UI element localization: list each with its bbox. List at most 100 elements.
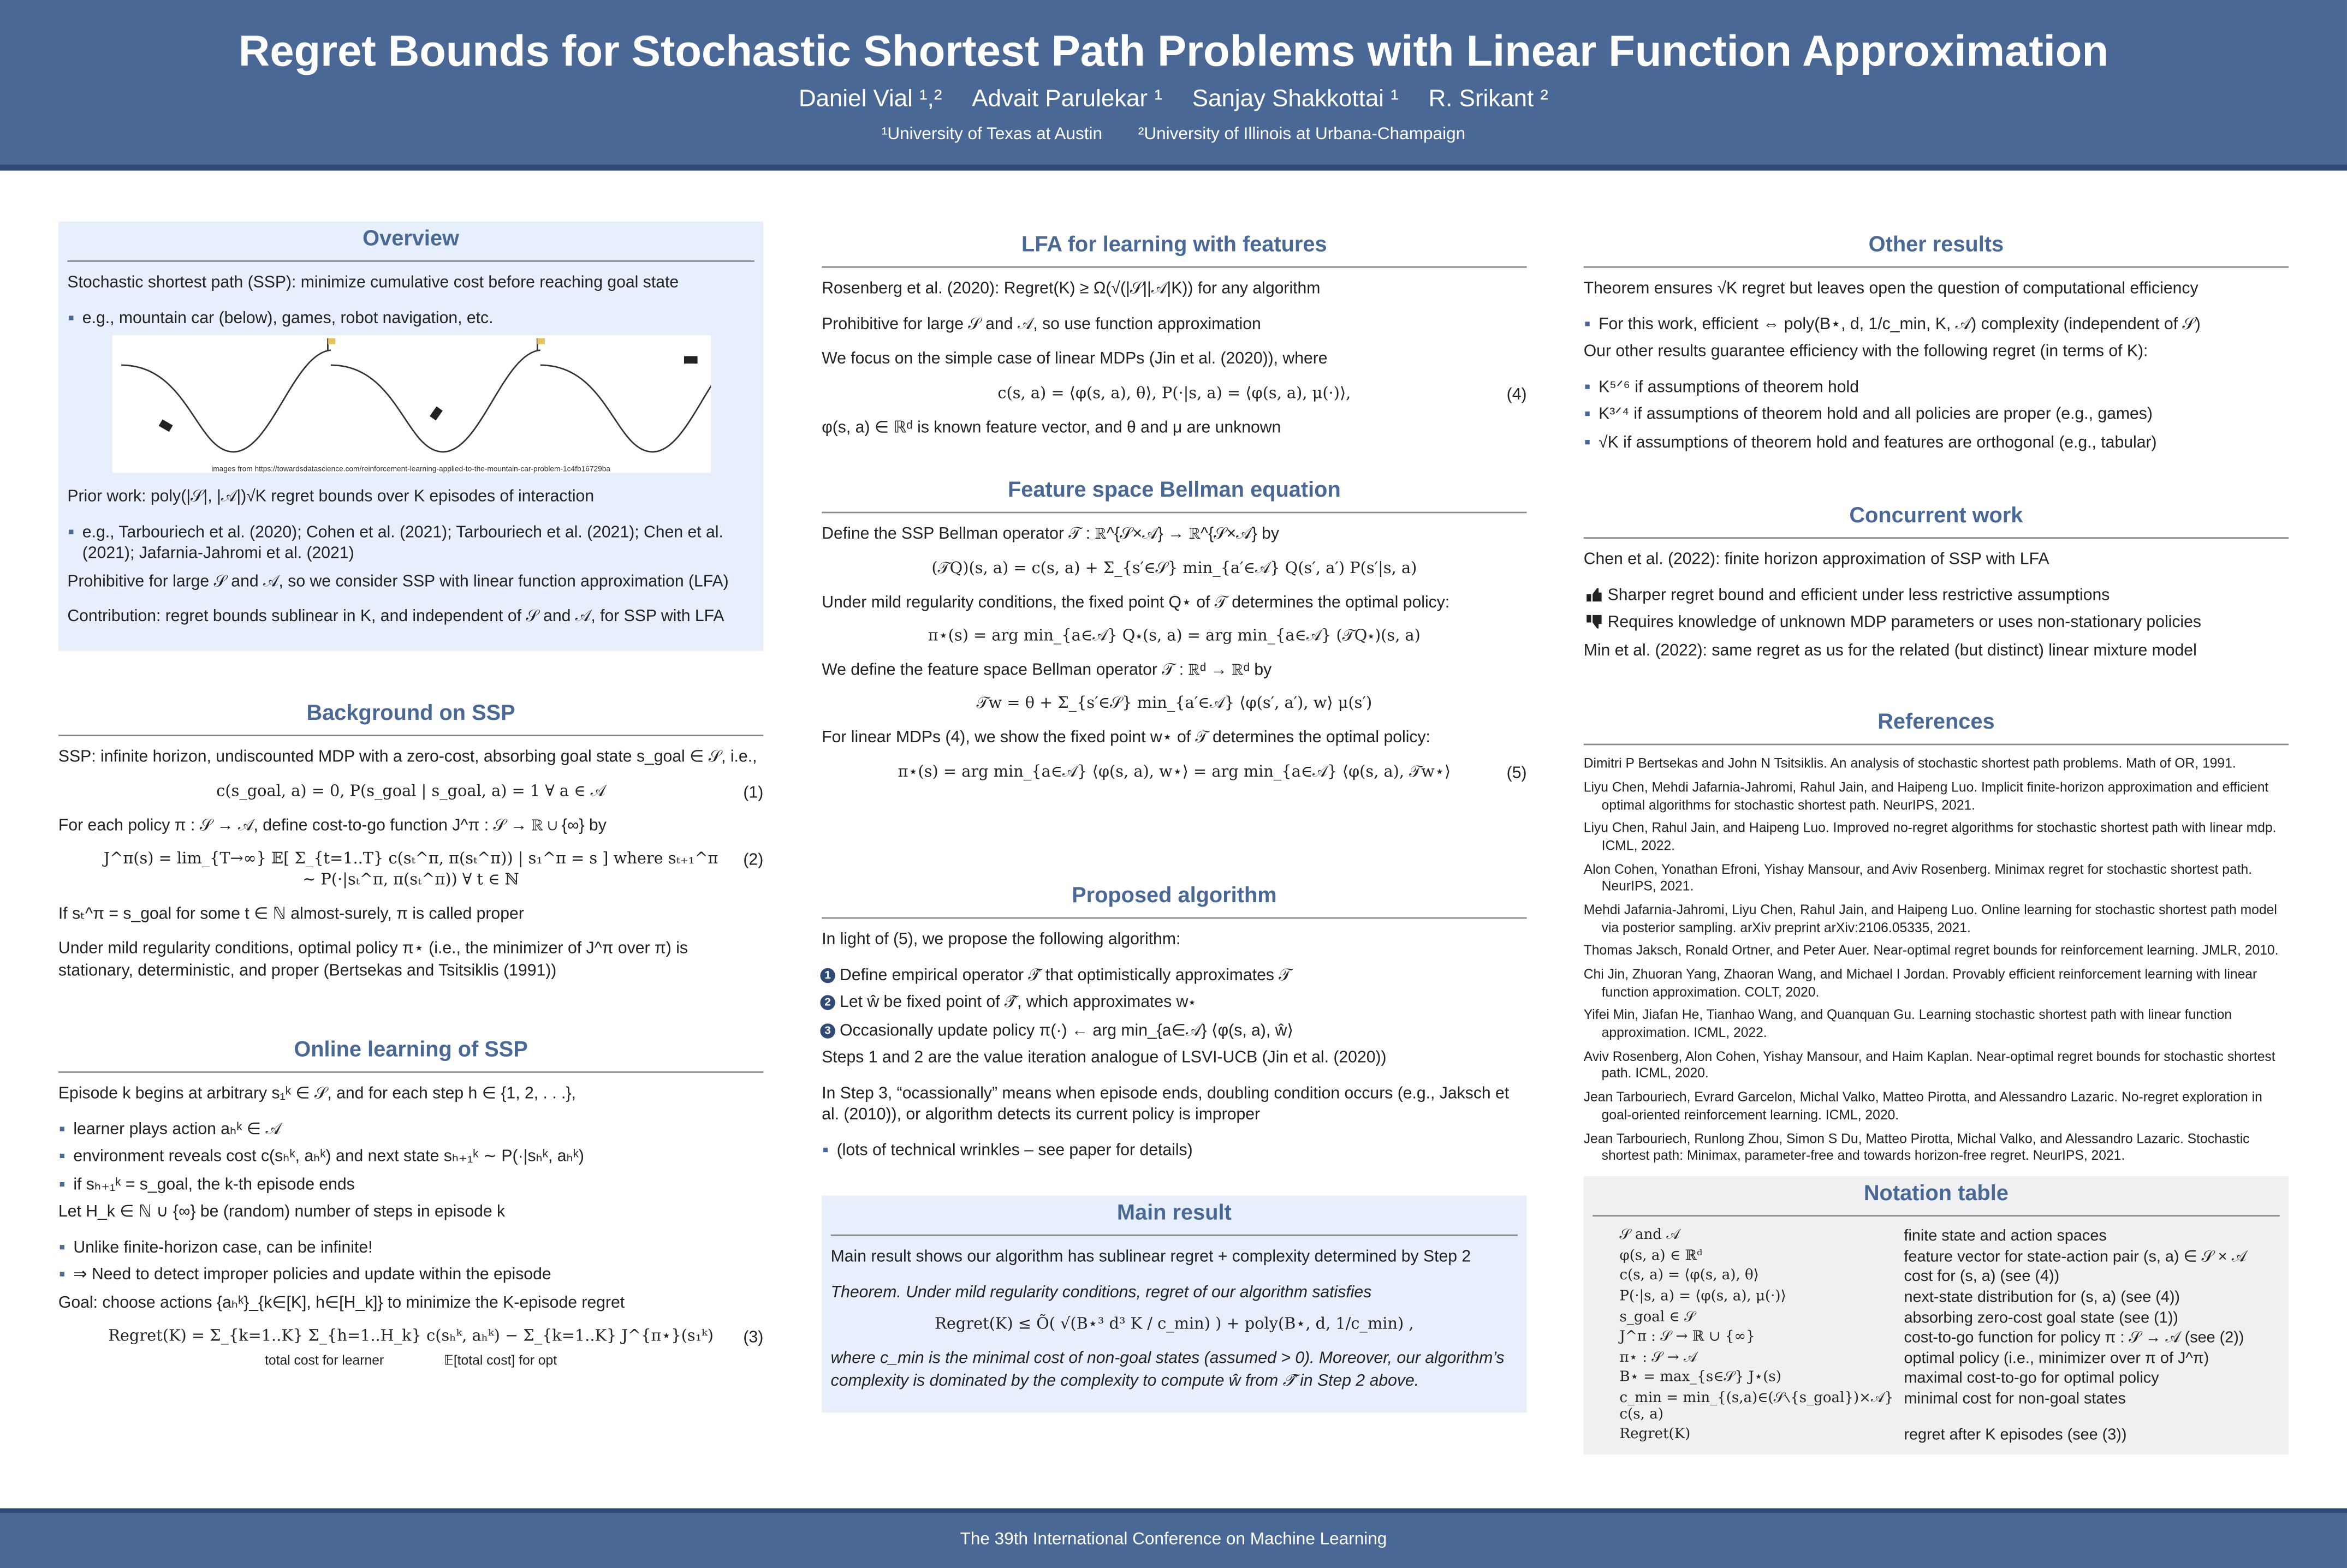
reference: Aviv Rosenberg, Alon Cohen, Yishay Manso… [1583, 1048, 2275, 1081]
bullet: e.g., Tarbouriech et al. (2020); Cohen e… [69, 522, 754, 565]
notation-cell: π⋆ : 𝒮 → 𝒜 [1619, 1349, 1697, 1366]
reference: Jean Tarbouriech, Runlong Zhou, Simon S … [1583, 1130, 2250, 1163]
paragraph: If sₜ^π = s_goal for some t ∈ ℕ almost-s… [58, 905, 524, 923]
reference: Chi Jin, Zhuoran Yang, Zhaoran Wang, and… [1583, 967, 2257, 999]
paragraph: In light of (5), we propose the followin… [822, 931, 1181, 949]
equation-number: (3) [743, 1329, 764, 1348]
reference: Thomas Jaksch, Ronald Ortner, and Peter … [1583, 943, 2279, 958]
equation-number: (4) [1506, 385, 1527, 404]
notation-cell: minimal cost for non-goal states [1904, 1390, 2126, 1408]
equation-number: (1) [743, 783, 764, 802]
reference: Jean Tarbouriech, Evrard Garcelon, Micha… [1583, 1089, 2262, 1122]
paragraph: Contribution: regret bounds sublinear in… [67, 608, 724, 626]
paragraph: Stochastic shortest path (SSP): minimize… [67, 274, 679, 292]
paragraph: Our other results guarantee efficiency w… [1583, 343, 2148, 361]
paragraph: SSP: infinite horizon, undiscounted MDP … [58, 748, 757, 767]
theorem-text: where c_min is the minimal cost of non-g… [830, 1350, 1505, 1390]
notation-row: P(·|s, a) = ⟨φ(s, a), μ(·)⟩ next-state di… [1593, 1288, 2279, 1307]
step-text: Define empirical operator 𝒯̂ that optimi… [840, 966, 1292, 985]
paragraph: Prohibitive for large 𝒮 and 𝒜, so we con… [67, 573, 729, 591]
paragraph: Theorem ensures √K regret but leaves ope… [1583, 280, 2199, 298]
bullet: Unlike finite-horizon case, can be infin… [60, 1237, 763, 1259]
author: R. Srikant ² [1428, 87, 1548, 112]
notation-cell: cost-to-go function for policy π : 𝒮 → 𝒜… [1904, 1328, 2244, 1347]
notation-cell: c(s, a) = ⟨φ(s, a), θ⟩ [1619, 1268, 1759, 1285]
notation-row: 𝒮 and 𝒜 finite state and action spaces [1593, 1227, 2279, 1247]
footer: The 39th International Conference on Mac… [0, 1508, 2347, 1568]
paragraph: Under mild regularity conditions, the fi… [822, 593, 1450, 611]
section: Feature space Bellman equation Define the… [822, 473, 1527, 801]
author: Daniel Vial ¹,² [798, 87, 942, 112]
section: Concurrent work Chen et al. (2022): finit… [1583, 498, 2289, 681]
paragraph: Prior work: poly(|𝒮|, |𝒜|)√K regret boun… [67, 488, 595, 506]
bullet: e.g., mountain car (below), games, robot… [69, 308, 754, 330]
section-title: Feature space Bellman equation [822, 473, 1527, 514]
reference: Liyu Chen, Rahul Jain, and Haipeng Luo. … [1583, 820, 2277, 853]
notation-row: s_goal ∈ 𝒮 absorbing zero-cost goal state… [1593, 1309, 2279, 1328]
notation-cell: absorbing zero-cost goal state (see (1)) [1904, 1308, 2178, 1327]
equation: π⋆(s) = arg min_{a∈𝒜} ⟨φ(s, a), w⋆⟩ = ar… [822, 762, 1527, 784]
equation: c(s_goal, a) = 0, P(s_goal | s_goal, a) … [58, 782, 763, 803]
affiliation: ²University of Illinois at Urbana-Champa… [1138, 126, 1466, 144]
equation: J^π(s) = lim_{T→∞} 𝔼[ Σ_{t=1..T} c(sₜ^π,… [58, 850, 764, 891]
title: Regret Bounds for Stochastic Shortest Pa… [238, 28, 2109, 76]
step-text: Let ŵ be fixed point of 𝒯̂, which approx… [840, 993, 1196, 1012]
authors: Daniel Vial ¹,² Advait Parulekar ¹ Sanjay … [0, 84, 2347, 116]
equation: (𝒯Q)(s, a) = c(s, a) + Σ_{s′∈𝒮} min_{a′∈… [822, 559, 1526, 580]
reference: Yifei Min, Jiafan He, Tianhao Wang, and … [1583, 1007, 2232, 1040]
theorem-text: Theorem. Under mild regularity condition… [830, 1283, 1372, 1302]
section: References Dimitri P Bertsekas and John N… [1583, 705, 2289, 1177]
paragraph: We define the feature space Bellman oper… [822, 661, 1272, 679]
paragraph: Prohibitive for large 𝒮 and 𝒜, so use fu… [822, 315, 1261, 333]
equation-notes: total cost for learner 𝔼[total cost] for … [103, 1353, 718, 1371]
equation-text: c(s_goal, a) = 0, P(s_goal | s_goal, a) … [216, 782, 605, 800]
section-title: Concurrent work [1583, 498, 2289, 539]
notation-cell: J^π : 𝒮 → ℝ ∪ {∞} [1619, 1328, 1755, 1346]
step-marker: 1 [820, 967, 835, 983]
section-title: Overview [67, 222, 754, 263]
paragraph: For each policy π : 𝒮 → 𝒜, define cost-t… [58, 816, 607, 834]
equation: c(s, a) = ⟨φ(s, a), θ⟩, P(·|s, a) = ⟨φ(s… [822, 384, 1526, 405]
figure-caption: images from https://towardsdatascience.c… [211, 464, 610, 474]
bullet: Requires knowledge of unknown MDP parame… [1587, 612, 2289, 634]
notation-row: Regret(K) regret after K episodes (see (3… [1593, 1426, 2279, 1445]
paragraph: Episode k begins at arbitrary s₁ᵏ ∈ 𝒮, a… [58, 1085, 576, 1103]
bullet: For this work, efficient ⇔ poly(B⋆, d, 1… [1585, 314, 2289, 336]
notation-cell: cost for (s, a) (see (4)) [1904, 1268, 2060, 1286]
notation-row: π⋆ : 𝒮 → 𝒜 optimal policy (i.e., minimize… [1593, 1349, 2279, 1368]
notation-cell: 𝒮 and 𝒜 [1619, 1227, 1680, 1244]
notation-row: c(s, a) = ⟨φ(s, a), θ⟩ cost for (s, a) (s… [1593, 1268, 2279, 1287]
bullet: K³ᐟ⁴ if assumptions of theorem hold and … [1585, 404, 2289, 426]
paragraph: Chen et al. (2022): finite horizon appro… [1583, 551, 2049, 569]
paragraph: Let H_k ∈ ℕ ∪ {∞} be (random) number of … [58, 1203, 506, 1221]
paragraph: We focus on the simple case of linear MD… [822, 350, 1328, 368]
equation: Regret(K) ≤ Õ( √(B⋆³ d³ K / c_min) ) + p… [831, 1315, 1518, 1336]
equation-text: 𝒯w = θ + Σ_{s′∈𝒮} min_{a′∈𝒜} ⟨φ(s′, a′),… [976, 695, 1372, 713]
paragraph: For linear MDPs (4), we show the fixed p… [822, 729, 1430, 747]
bullet: Sharper regret bound and efficient under… [1587, 585, 2289, 606]
equation-text: (𝒯Q)(s, a) = c(s, a) + Σ_{s′∈𝒮} min_{a′∈… [931, 559, 1417, 577]
bullet: K⁵ᐟ⁶ if assumptions of theorem hold [1585, 377, 2289, 398]
section-title: LFA for learning with features [822, 228, 1527, 269]
bullet: √K if assumptions of theorem hold and fe… [1585, 432, 2289, 454]
equation-text: π⋆(s) = arg min_{a∈𝒜} ⟨φ(s, a), w⋆⟩ = ar… [898, 762, 1451, 781]
section: Overview Stochastic shortest path (SSP): … [58, 221, 764, 651]
section: Other results Theorem ensures √K regret b… [1583, 228, 2289, 466]
mountain-car-figure [111, 335, 754, 473]
section-title: Notation table [1593, 1176, 2280, 1217]
section: Online learning of SSP Episode k begins a… [58, 1033, 764, 1388]
notation-cell: optimal policy (i.e., minimizer over π o… [1904, 1349, 2209, 1368]
equation-note: 𝔼[total cost] for opt [443, 1352, 557, 1368]
bullet-text: Requires knowledge of unknown MDP parame… [1607, 613, 2202, 632]
paragraph: Min et al. (2022): same regret as us for… [1583, 641, 2197, 660]
thumb-down [1587, 615, 1602, 629]
bullet: environment reveals cost c(sₕᵏ, aₕᵏ) and… [60, 1147, 763, 1168]
paragraph: Under mild regularity conditions, optima… [58, 940, 688, 980]
bullet: (lots of technical wrinkles – see paper … [823, 1140, 1527, 1161]
paragraph: Steps 1 and 2 are the value iteration an… [822, 1049, 1387, 1068]
section-title: References [1583, 705, 2289, 746]
paragraph: Define the SSP Bellman operator 𝒯 : ℝ^{𝒮… [822, 525, 1279, 544]
affiliations: ¹University of Texas at Austin ²Universit… [0, 124, 2347, 147]
section-title: Main result [830, 1196, 1518, 1236]
